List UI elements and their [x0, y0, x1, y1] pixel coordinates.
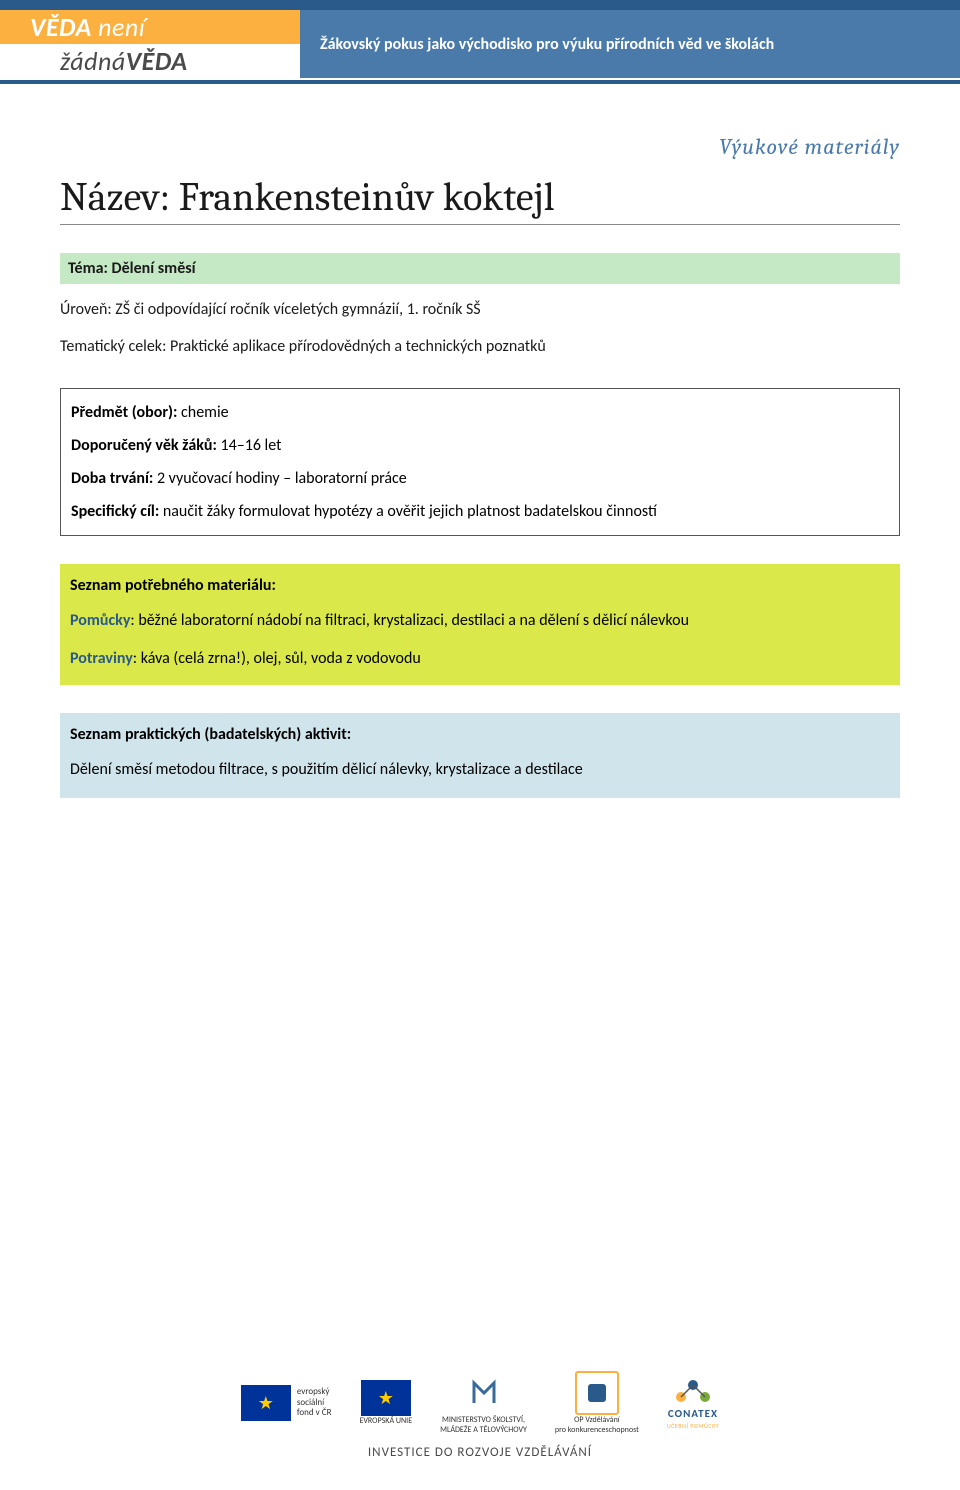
pomucky-line: Pomůcky: běžné laboratorní nádobí na fil… [70, 609, 890, 633]
esf-text: evropský sociální fond v ČR [297, 1387, 332, 1419]
pomucky-value: : běžné laboratorní nádobí na filtraci, … [130, 611, 689, 630]
logo-text-bottom: žádnáVĚDA [60, 45, 188, 77]
predmet-label: Předmět (obor): [71, 403, 177, 422]
material-box: Seznam potřebného materiálu: Pomůcky: bě… [60, 564, 900, 685]
logo-block: VĚDA není žádnáVĚDA [0, 10, 300, 78]
potraviny-line: Potraviny: káva (celá zrna!), olej, sůl,… [70, 647, 890, 671]
conatex-icon [673, 1377, 713, 1405]
activities-heading: Seznam praktických (badatelských) aktivi… [70, 725, 890, 744]
logo-light-2: žádná [60, 45, 126, 77]
predmet-value: chemie [177, 403, 228, 422]
page-title: Název: Frankensteinův koktejl [60, 174, 900, 225]
potraviny-label: Potraviny [70, 649, 133, 668]
banner-stripe-bottom [0, 80, 960, 84]
content: Výukové materiály Název: Frankensteinův … [0, 84, 960, 798]
msmt-label2: MLÁDEŽE A TĚLOVÝCHOVY [440, 1425, 527, 1435]
uroven-text: Úroveň: ZŠ či odpovídající ročník vícele… [60, 296, 900, 323]
msmt-icon [462, 1371, 506, 1415]
doba-label: Doba trvání: [71, 469, 153, 488]
potraviny-value: : káva (celá zrna!), olej, sůl, voda z v… [133, 649, 421, 668]
msmt-label1: MINISTERSTVO ŠKOLSTVÍ, [442, 1415, 525, 1425]
logo-light-1: není [92, 11, 146, 43]
esf-line3: fond v ČR [297, 1408, 332, 1419]
cil-label: Specifický cíl: [71, 502, 159, 521]
header-banner: VĚDA není žádnáVĚDA Žákovský pokus jako … [0, 0, 960, 84]
pomucky-label: Pomůcky [70, 611, 130, 630]
msmt-logo: MINISTERSTVO ŠKOLSTVÍ, MLÁDEŽE A TĚLOVÝC… [440, 1371, 527, 1435]
footer: ★ evropský sociální fond v ČR ★ EVROPSKÁ… [0, 1371, 960, 1460]
material-heading: Seznam potřebného materiálu: [70, 576, 890, 595]
tema-heading: Téma: Dělení směsí [60, 253, 900, 284]
eu-logo: ★ EVROPSKÁ UNIE [359, 1380, 412, 1426]
activities-line: Dělení směsí metodou filtrace, s použití… [70, 758, 890, 782]
vek-value: 14–16 let [217, 436, 282, 455]
logo-bold-1: VĚDA [30, 11, 92, 43]
conatex-sub: UČEBNÍ POMŮCKY [667, 1422, 719, 1430]
logo-bold-2: VĚDA [126, 45, 188, 77]
logo-text-top: VĚDA není [0, 11, 145, 43]
row-predmet: Předmět (obor): chemie [71, 403, 889, 422]
logo-bottom-row: žádnáVĚDA [0, 44, 300, 78]
row-doba: Doba trvání: 2 vyučovací hodiny – labora… [71, 469, 889, 488]
esf-logo: ★ evropský sociální fond v ČR [241, 1385, 332, 1421]
conatex-text: CONATEX [668, 1407, 718, 1420]
eu-label: EVROPSKÁ UNIE [359, 1416, 412, 1426]
footer-logos: ★ evropský sociální fond v ČR ★ EVROPSKÁ… [0, 1371, 960, 1435]
footer-motto: INVESTICE DO ROZVOJE VZDĚLÁVÁNÍ [0, 1445, 960, 1460]
doba-value: 2 vyučovací hodiny – laboratorní práce [153, 469, 406, 488]
op-label1: OP Vzdělávání [574, 1415, 620, 1425]
section-tema: Téma: Dělení směsí Úroveň: ZŠ či odpovíd… [60, 253, 900, 360]
esf-flag-icon: ★ [241, 1385, 291, 1421]
banner-main: VĚDA není žádnáVĚDA Žákovský pokus jako … [0, 10, 960, 78]
op-label2: pro konkurenceschopnost [555, 1425, 639, 1435]
celek-text: Tematický celek: Praktické aplikace přír… [60, 333, 900, 360]
logo-top-row: VĚDA není [0, 10, 300, 44]
eu-flag-icon: ★ [361, 1380, 411, 1416]
cil-value: naučit žáky formulovat hypotézy a ověřit… [159, 502, 657, 521]
row-vek: Doporučený věk žáků: 14–16 let [71, 436, 889, 455]
op-icon [575, 1371, 619, 1415]
conatex-logo: CONATEX UČEBNÍ POMŮCKY [667, 1377, 719, 1430]
activities-box: Seznam praktických (badatelských) aktivi… [60, 713, 900, 798]
esf-line1: evropský [297, 1387, 332, 1398]
tagline: Žákovský pokus jako východisko pro výuku… [300, 10, 960, 78]
op-logo: OP Vzdělávání pro konkurenceschopnost [555, 1371, 639, 1435]
supertitle: Výukové materiály [60, 134, 900, 160]
vek-label: Doporučený věk žáků: [71, 436, 217, 455]
row-cil: Specifický cíl: naučit žáky formulovat h… [71, 502, 889, 521]
info-box: Předmět (obor): chemie Doporučený věk žá… [60, 388, 900, 536]
banner-stripe-top [0, 0, 960, 10]
